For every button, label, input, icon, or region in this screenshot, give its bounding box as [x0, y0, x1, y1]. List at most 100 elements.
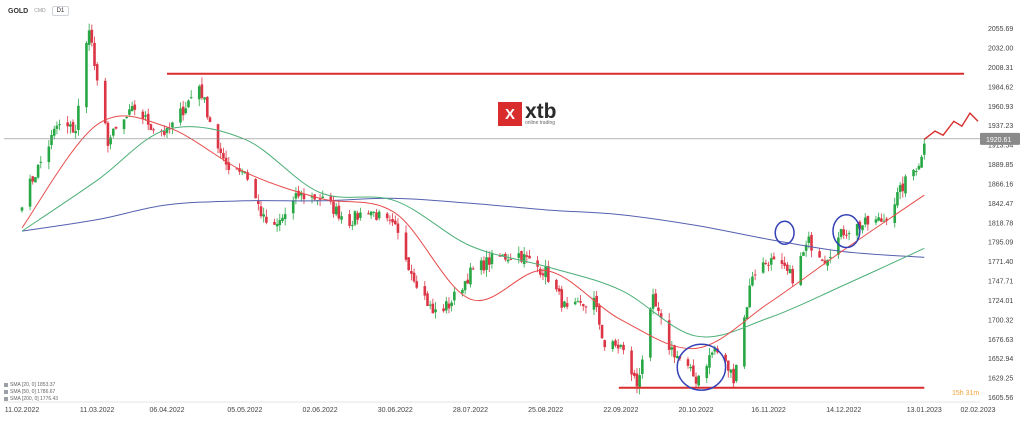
candle-body — [659, 313, 663, 318]
candle-body — [509, 259, 513, 261]
legend-item-sma200[interactable]: SMA [200, 0] 1776.43 — [4, 396, 58, 403]
indicator-legend: SMA [20, 0] 1853.37 SMA [50, 0] 1786.67 … — [4, 382, 58, 403]
candle-body — [55, 125, 59, 129]
candle-body — [171, 122, 174, 128]
candle-body — [106, 122, 110, 146]
y-tick-label: 1747.71 — [988, 279, 1013, 286]
candle-body — [152, 129, 155, 131]
candle-body — [281, 217, 284, 221]
market-label: CMD — [34, 8, 46, 14]
candle-body — [385, 213, 389, 219]
candle-body — [517, 253, 521, 258]
candle-body — [310, 195, 314, 198]
y-tick-label: 1913.54 — [988, 143, 1013, 150]
candle-body — [367, 213, 370, 215]
candle-body — [71, 122, 75, 133]
candle-body — [348, 214, 351, 226]
y-tick-label: 1700.32 — [988, 317, 1013, 324]
candle-body — [434, 309, 437, 313]
candle-body — [641, 359, 644, 375]
candle-body — [845, 234, 848, 236]
candle-body — [205, 97, 209, 118]
candle-body — [630, 350, 633, 375]
candle-body — [686, 359, 690, 366]
candle-body — [901, 183, 905, 192]
candle-body — [713, 347, 717, 352]
candle-body — [58, 124, 61, 126]
candle-body — [469, 267, 472, 285]
candle-body — [146, 113, 150, 125]
y-tick-label: 1960.93 — [988, 104, 1013, 111]
candle-body — [463, 281, 467, 291]
candle-body — [748, 285, 752, 308]
candle-body — [461, 289, 464, 294]
y-tick-label: 1771.40 — [988, 259, 1013, 266]
candle-body — [487, 257, 491, 265]
candle-body — [788, 269, 792, 274]
legend-label-sma200: SMA [200, 0] 1776.43 — [10, 396, 59, 402]
candle-body — [565, 303, 569, 307]
candle-body — [410, 271, 413, 274]
candle-body — [479, 260, 483, 271]
candle-body — [130, 106, 134, 112]
candle-body — [66, 122, 69, 127]
candle-body — [581, 304, 585, 307]
candle-body — [600, 324, 604, 339]
xtb-logo-mark-icon: X — [498, 102, 522, 126]
x-tick-label: 30.06.2022 — [378, 407, 413, 414]
candle-body — [388, 219, 392, 221]
y-tick-label: 1629.25 — [988, 376, 1013, 383]
candle-body — [165, 127, 169, 133]
candle-body — [181, 106, 185, 116]
candle-body — [874, 219, 878, 223]
y-tick-label: 2008.31 — [988, 65, 1013, 72]
candle-body — [735, 364, 738, 382]
candle-timer: 15h 31m — [952, 390, 980, 397]
candle-body — [573, 301, 577, 305]
candle-body — [265, 216, 268, 223]
candle-body — [651, 294, 655, 309]
current-price-badge — [980, 132, 1020, 145]
candle-body — [337, 205, 341, 219]
y-tick-label: 1724.01 — [988, 298, 1013, 305]
symbol-label[interactable]: GOLD — [8, 7, 29, 15]
legend-item-sma50[interactable]: SMA [50, 0] 1786.67 — [4, 389, 58, 396]
x-tick-label: 02.02.2023 — [960, 407, 995, 414]
candle-body — [896, 192, 899, 206]
candle-body — [447, 303, 451, 309]
candle-body — [667, 320, 671, 350]
candle-body — [893, 204, 897, 223]
candle-body — [28, 178, 32, 207]
candle-body — [769, 258, 773, 265]
candle-body — [275, 223, 279, 227]
candle-body — [69, 124, 72, 127]
x-tick-label: 06.04.2022 — [149, 407, 184, 414]
candle-body — [563, 301, 566, 307]
candle-body — [200, 84, 204, 98]
highlight-circle — [676, 343, 727, 391]
candle-body — [197, 86, 201, 100]
timeframe-select[interactable]: D1 — [51, 6, 70, 16]
candle-body — [36, 164, 40, 178]
candle-body — [579, 301, 582, 303]
legend-item-sma20[interactable]: SMA [20, 0] 1853.37 — [4, 382, 58, 389]
candle-body — [235, 168, 239, 170]
candle-body — [810, 234, 813, 251]
candle-body — [557, 288, 561, 292]
candle-body — [804, 244, 808, 251]
candle-body — [369, 211, 373, 216]
candle-body — [184, 108, 188, 114]
x-tick-label: 13.01.2023 — [907, 407, 942, 414]
candle-body — [359, 212, 362, 218]
candle-body — [240, 171, 244, 173]
candle-body — [415, 281, 419, 288]
candle-body — [431, 303, 435, 314]
candle-body — [649, 308, 652, 358]
candle-body — [855, 224, 859, 236]
candle-body — [726, 360, 730, 371]
candle-body — [761, 262, 765, 273]
candle-body — [471, 268, 475, 270]
y-tick-label: 1605.56 — [988, 395, 1013, 402]
x-tick-label: 02.06.2022 — [303, 407, 338, 414]
